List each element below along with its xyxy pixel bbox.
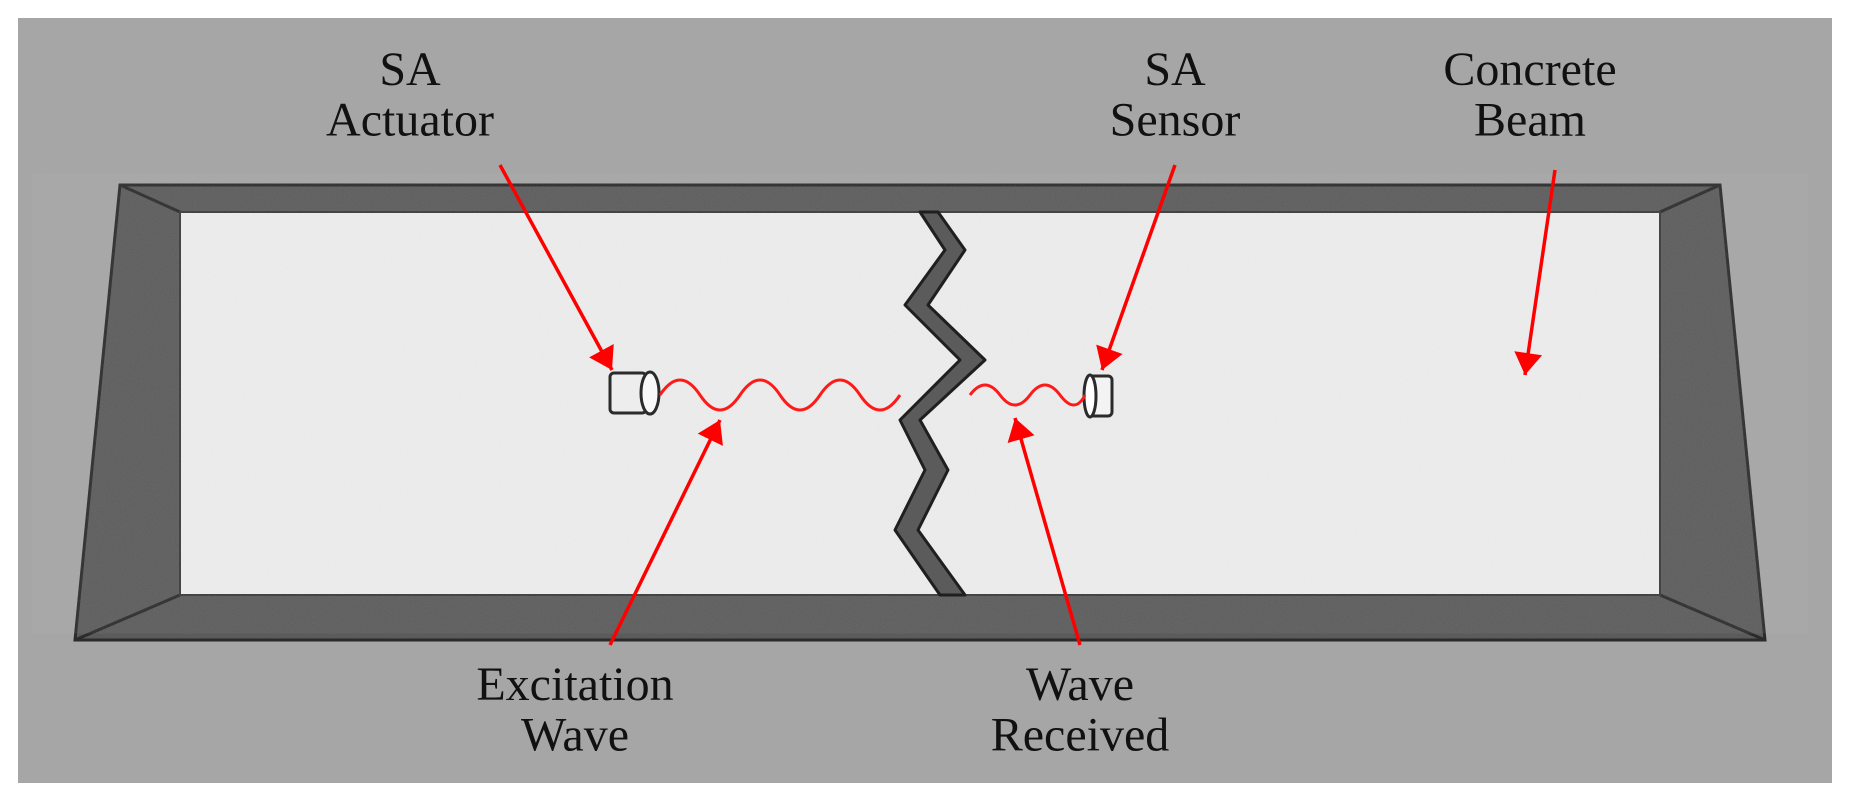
sa-sensor [1084,375,1112,417]
sa-actuator [610,372,659,414]
